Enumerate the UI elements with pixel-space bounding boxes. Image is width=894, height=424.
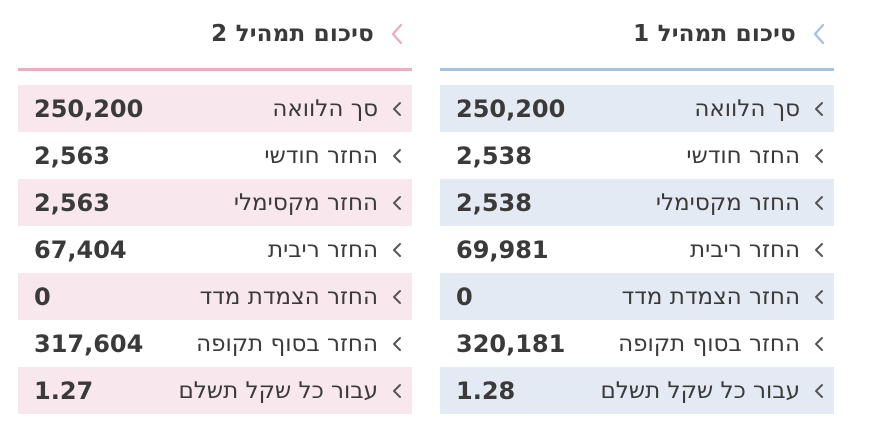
row-value: 2,538	[456, 188, 532, 217]
summary-row[interactable]: 69,981 החזר ריבית	[440, 226, 834, 273]
chevron-left-icon	[388, 382, 406, 400]
row-value: 250,200	[456, 94, 566, 123]
mix-1-summary-panel: סיכום תמהיל 1 250,200 סך הלוואה 2,538 הח…	[440, 0, 834, 414]
summary-row[interactable]: 2,563 החזר מקסימלי	[18, 179, 412, 226]
chevron-left-icon	[384, 22, 410, 46]
chevron-left-icon	[810, 288, 828, 306]
row-value: 0	[456, 282, 473, 311]
summary-row[interactable]: 67,404 החזר ריבית	[18, 226, 412, 273]
summary-row[interactable]: 2,538 החזר חודשי	[440, 132, 834, 179]
summary-row[interactable]: 0 החזר הצמדת מדד	[18, 273, 412, 320]
row-value: 320,181	[456, 329, 566, 358]
panel-divider	[440, 68, 834, 71]
row-value: 1.28	[456, 376, 516, 405]
row-label: החזר חודשי	[686, 142, 800, 169]
summary-row[interactable]: 250,200 סך הלוואה	[440, 85, 834, 132]
mix-2-summary-header[interactable]: סיכום תמהיל 2	[18, 0, 412, 68]
chevron-left-icon	[810, 194, 828, 212]
row-label: החזר ריבית	[690, 236, 800, 263]
summary-row[interactable]: 317,604 החזר בסוף תקופה	[18, 320, 412, 367]
chevron-left-icon	[388, 194, 406, 212]
row-label: החזר מקסימלי	[655, 189, 800, 216]
chevron-left-icon	[810, 382, 828, 400]
row-label: החזר מקסימלי	[233, 189, 378, 216]
row-label: החזר חודשי	[264, 142, 378, 169]
row-label: עבור כל שקל תשלם	[600, 377, 800, 404]
mix-2-summary-panel: סיכום תמהיל 2 250,200 סך הלוואה 2,563 הח…	[18, 0, 412, 414]
row-value: 2,563	[34, 141, 110, 170]
chevron-left-icon	[388, 100, 406, 118]
mix-1-summary-header[interactable]: סיכום תמהיל 1	[440, 0, 834, 68]
chevron-left-icon	[388, 335, 406, 353]
row-label: החזר ריבית	[268, 236, 378, 263]
summary-row[interactable]: 0 החזר הצמדת מדד	[440, 273, 834, 320]
row-value: 1.27	[34, 376, 94, 405]
row-label: סך הלוואה	[694, 95, 800, 122]
summary-row[interactable]: 2,563 החזר חודשי	[18, 132, 412, 179]
panel-title: סיכום תמהיל 2	[211, 21, 374, 47]
chevron-left-icon	[810, 147, 828, 165]
row-label: עבור כל שקל תשלם	[178, 377, 378, 404]
row-value: 0	[34, 282, 51, 311]
summary-row[interactable]: 320,181 החזר בסוף תקופה	[440, 320, 834, 367]
panel-divider	[18, 68, 412, 71]
chevron-left-icon	[388, 147, 406, 165]
row-label: סך הלוואה	[272, 95, 378, 122]
row-label: החזר בסוף תקופה	[618, 330, 800, 357]
row-label: החזר הצמדת מדד	[199, 283, 378, 310]
chevron-left-icon	[388, 241, 406, 259]
row-value: 317,604	[34, 329, 144, 358]
summary-row[interactable]: 2,538 החזר מקסימלי	[440, 179, 834, 226]
row-value: 2,538	[456, 141, 532, 170]
summary-row[interactable]: 250,200 סך הלוואה	[18, 85, 412, 132]
panel-title: סיכום תמהיל 1	[633, 21, 796, 47]
summary-row[interactable]: 1.27 עבור כל שקל תשלם	[18, 367, 412, 414]
row-value: 69,981	[456, 235, 549, 264]
row-value: 67,404	[34, 235, 127, 264]
chevron-left-icon	[810, 335, 828, 353]
row-label: החזר הצמדת מדד	[621, 283, 800, 310]
chevron-left-icon	[806, 22, 832, 46]
row-value: 250,200	[34, 94, 144, 123]
row-value: 2,563	[34, 188, 110, 217]
row-label: החזר בסוף תקופה	[196, 330, 378, 357]
chevron-left-icon	[388, 288, 406, 306]
summary-row[interactable]: 1.28 עבור כל שקל תשלם	[440, 367, 834, 414]
chevron-left-icon	[810, 100, 828, 118]
chevron-left-icon	[810, 241, 828, 259]
